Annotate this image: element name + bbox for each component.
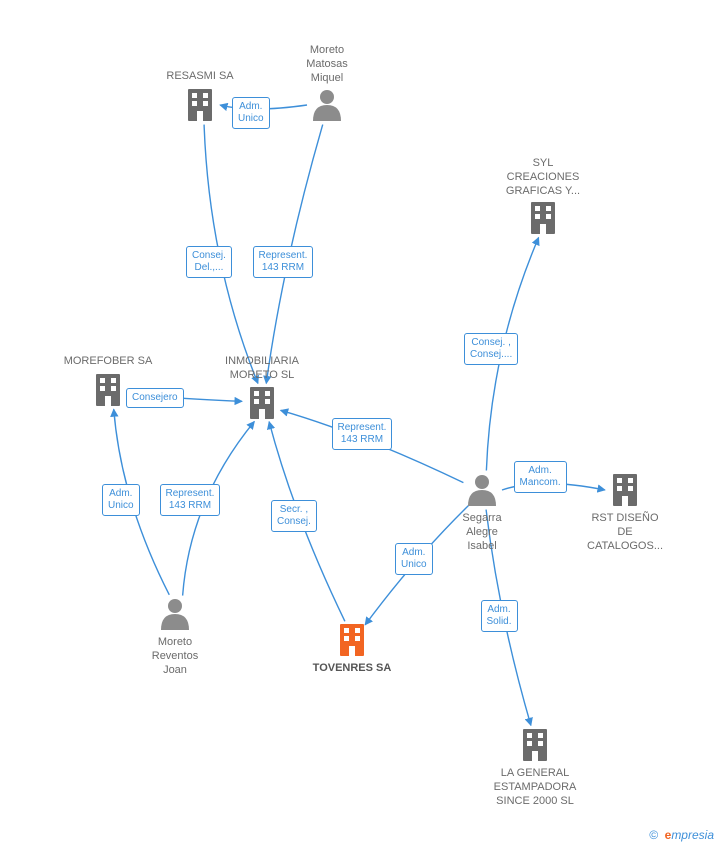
copyright-symbol: ©: [649, 828, 658, 842]
edge-label: Consej.Del.,...: [186, 246, 232, 278]
edge-label: Adm.Solid.: [481, 600, 518, 632]
building-icon[interactable]: [188, 89, 212, 121]
edge-label: Adm.Unico: [395, 543, 433, 575]
edge-label: Adm.Mancom.: [514, 461, 567, 493]
building-icon[interactable]: [613, 474, 637, 506]
edge-label: Adm.Unico: [232, 97, 270, 129]
building-icon[interactable]: [96, 374, 120, 406]
building-icon[interactable]: [531, 202, 555, 234]
edge-label: Consej. ,Consej....: [464, 333, 518, 365]
building-icon[interactable]: [340, 624, 364, 656]
edge-label: Secr. ,Consej.: [271, 500, 317, 532]
edge-label: Represent.143 RRM: [253, 246, 314, 278]
brand-rest: mpresia: [671, 828, 714, 842]
person-icon[interactable]: [161, 599, 189, 630]
person-icon[interactable]: [468, 475, 496, 506]
credit: © empresia: [649, 828, 714, 842]
building-icon[interactable]: [523, 729, 547, 761]
edge-label: Represent.143 RRM: [332, 418, 393, 450]
building-icon[interactable]: [250, 387, 274, 419]
person-icon[interactable]: [313, 90, 341, 121]
edge-label: Consejero: [126, 388, 184, 408]
edge-label: Adm.Unico: [102, 484, 140, 516]
edge-label: Represent.143 RRM: [160, 484, 221, 516]
